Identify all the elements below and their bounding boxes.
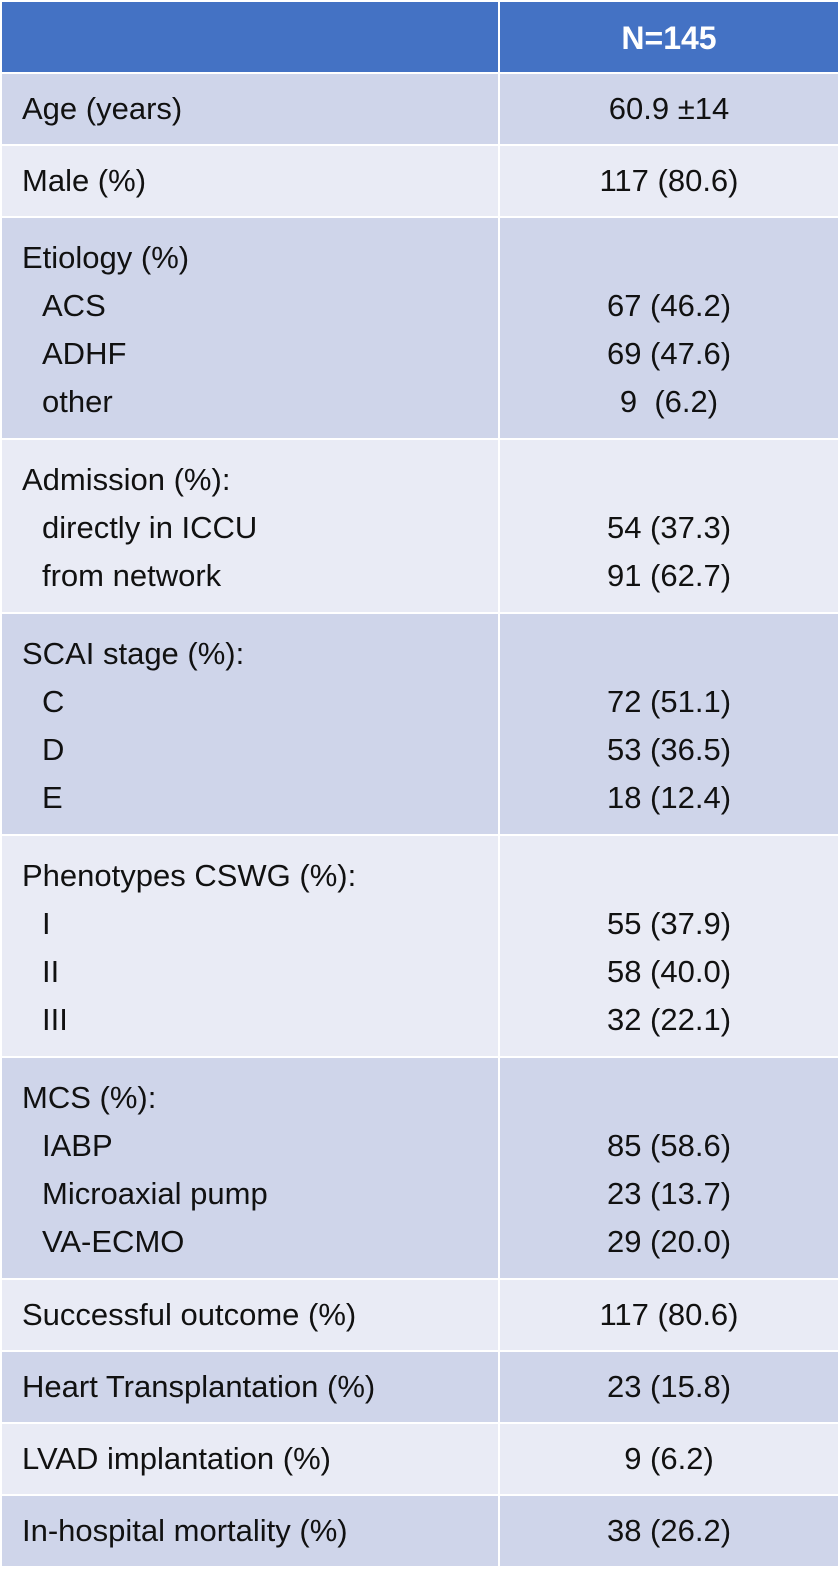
sub-label: ADHF (42, 336, 127, 371)
header-cell-label (2, 2, 500, 72)
sub-label: VA-ECMO (42, 1224, 185, 1259)
sub-label: I (42, 906, 51, 941)
row-value: 117 (80.6) (599, 163, 739, 198)
row-label: SCAI stage (%): (22, 636, 245, 671)
sub-value: 29 (20.0) (606, 1224, 732, 1259)
row-label-group: Etiology (%) ACS ADHF other (2, 218, 500, 438)
sub-label: IABP (42, 1128, 113, 1163)
sub-value: 18 (12.4) (606, 780, 732, 815)
row-value-group: 67 (46.2) 69 (47.6) 9 (6.2) (500, 218, 838, 438)
row-label: In-hospital mortality (%) (2, 1496, 500, 1566)
sub-value: 55 (37.9) (606, 906, 732, 941)
sub-label: directly in ICCU (42, 510, 258, 545)
sub-label: ACS (42, 288, 106, 323)
table-row-phenotypes: Phenotypes CSWG (%): I II III 55 (37.9) … (2, 836, 838, 1058)
row-value-group: 55 (37.9) 58 (40.0) 32 (22.1) (500, 836, 838, 1056)
sub-value: 9 (6.2) (619, 384, 719, 419)
row-value-group: 85 (58.6) 23 (13.7) 29 (20.0) (500, 1058, 838, 1278)
sub-value: 53 (36.5) (606, 732, 732, 767)
sub-label: C (42, 684, 65, 719)
sub-label: III (42, 1002, 68, 1037)
table-row-age: Age (years) 60.9 ±14 (2, 74, 838, 146)
sub-value: 32 (22.1) (606, 1002, 732, 1037)
sub-label: Microaxial pump (42, 1176, 268, 1211)
row-value: 9 (6.2) (624, 1441, 714, 1476)
row-value: 23 (15.8) (606, 1369, 732, 1404)
table-row-male: Male (%) 117 (80.6) (2, 146, 838, 218)
table-row-lvad: LVAD implantation (%) 9 (6.2) (2, 1424, 838, 1496)
row-label: Heart Transplantation (%) (2, 1352, 500, 1422)
row-value-group: 54 (37.3) 91 (62.7) (500, 440, 838, 612)
row-value: 38 (26.2) (606, 1513, 732, 1548)
header-cell-n: N=145 (621, 20, 717, 56)
table-header-row: N=145 (2, 2, 838, 74)
sub-value: 69 (47.6) (606, 336, 732, 371)
sub-label: II (42, 954, 60, 989)
row-label: LVAD implantation (%) (2, 1424, 500, 1494)
sub-value: 85 (58.6) (606, 1128, 732, 1163)
sub-value: 58 (40.0) (606, 954, 732, 989)
table-row-heart-transplantation: Heart Transplantation (%) 23 (15.8) (2, 1352, 838, 1424)
row-value: 117 (80.6) (599, 1297, 739, 1332)
sub-value: 54 (37.3) (606, 510, 732, 545)
row-label-group: Admission (%): directly in ICCU from net… (2, 440, 500, 612)
table-row-mortality: In-hospital mortality (%) 38 (26.2) (2, 1496, 838, 1568)
sub-label: other (42, 384, 113, 419)
table-row-etiology: Etiology (%) ACS ADHF other 67 (46.2) 69… (2, 218, 838, 440)
row-label: Admission (%): (22, 462, 231, 497)
sub-value: 23 (13.7) (606, 1176, 732, 1211)
row-label: Age (years) (2, 74, 500, 144)
row-label: Etiology (%) (22, 240, 190, 275)
row-label: Phenotypes CSWG (%): (22, 858, 357, 893)
sub-label: from network (42, 558, 222, 593)
row-label: MCS (%): (22, 1080, 157, 1115)
row-label-group: Phenotypes CSWG (%): I II III (2, 836, 500, 1056)
table-row-mcs: MCS (%): IABP Microaxial pump VA-ECMO 85… (2, 1058, 838, 1280)
row-value-group: 72 (51.1) 53 (36.5) 18 (12.4) (500, 614, 838, 834)
row-label: Successful outcome (%) (2, 1280, 500, 1350)
table-row-successful-outcome: Successful outcome (%) 117 (80.6) (2, 1280, 838, 1352)
row-label-group: SCAI stage (%): C D E (2, 614, 500, 834)
table-row-scai-stage: SCAI stage (%): C D E 72 (51.1) 53 (36.5… (2, 614, 838, 836)
sub-label: D (42, 732, 65, 767)
table-row-admission: Admission (%): directly in ICCU from net… (2, 440, 838, 614)
sub-value: 67 (46.2) (606, 288, 732, 323)
row-value: 60.9 ±14 (608, 91, 730, 126)
sub-value: 91 (62.7) (606, 558, 732, 593)
row-label: Male (%) (2, 146, 500, 216)
row-label-group: MCS (%): IABP Microaxial pump VA-ECMO (2, 1058, 500, 1278)
sub-value: 72 (51.1) (606, 684, 732, 719)
sub-label: E (42, 780, 63, 815)
